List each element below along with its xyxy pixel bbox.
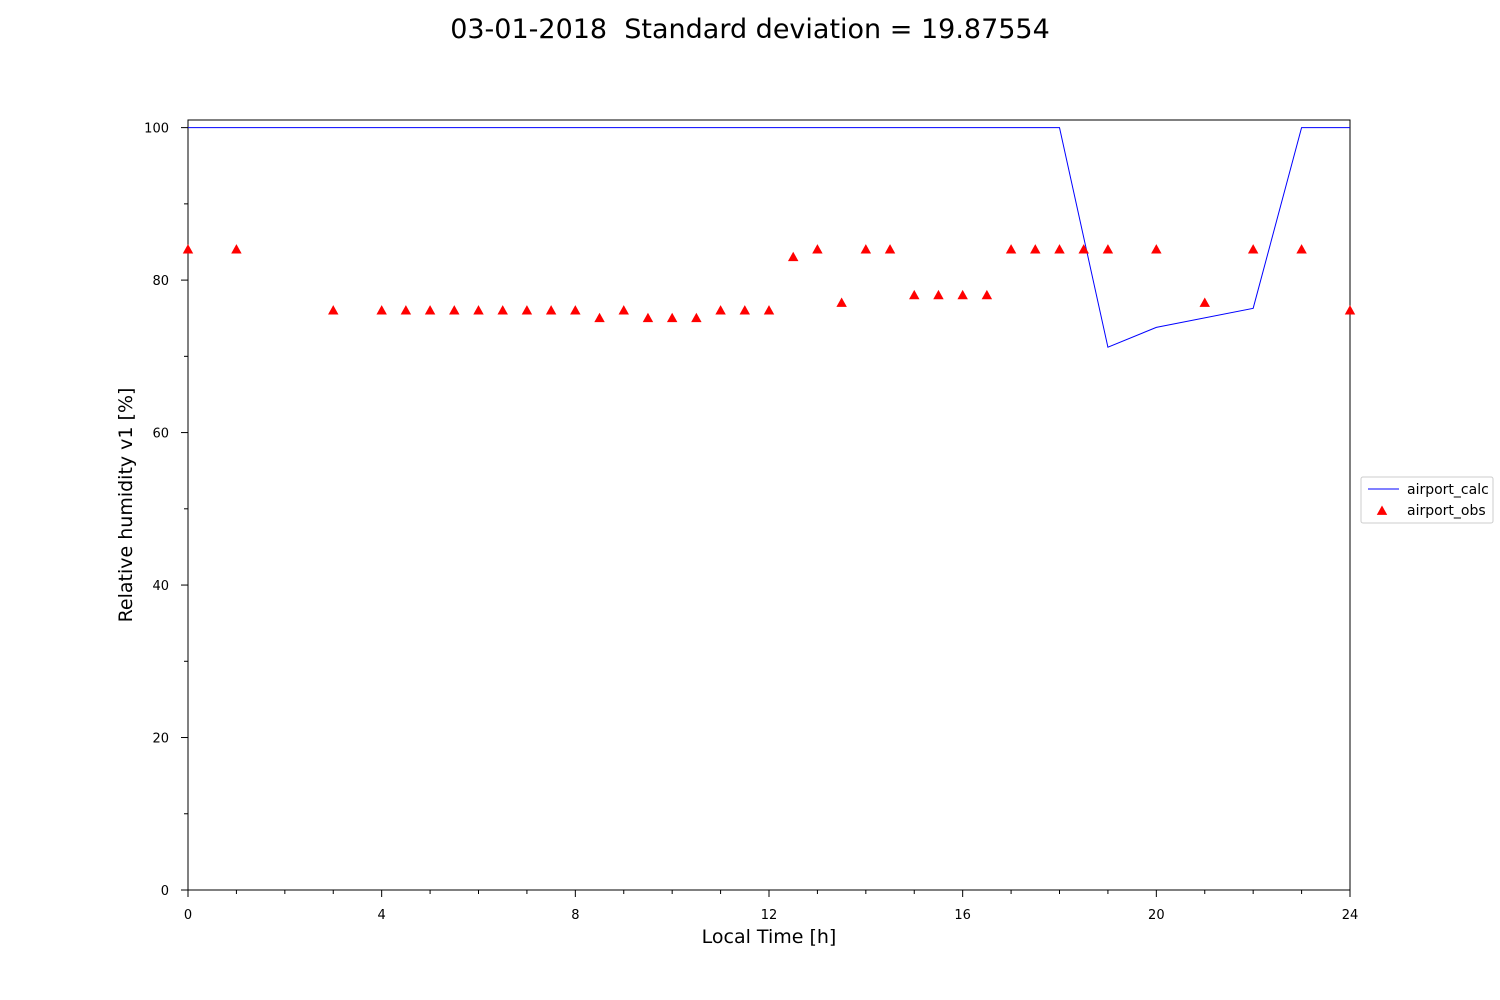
- y-tick-label: 40: [152, 579, 169, 594]
- y-tick-label: 100: [144, 122, 169, 137]
- data-point-airport_obs: [1054, 244, 1065, 254]
- legend-label-airport-obs: airport_obs: [1407, 503, 1486, 519]
- data-point-airport_obs: [1296, 244, 1307, 254]
- data-point-airport_obs: [618, 305, 629, 315]
- data-point-airport_obs: [763, 305, 775, 315]
- data-point-airport_obs: [1030, 244, 1041, 254]
- data-point-airport_obs: [424, 305, 436, 315]
- data-point-airport_obs: [497, 305, 508, 315]
- data-point-airport_obs: [545, 305, 557, 315]
- data-point-airport_obs: [1005, 244, 1017, 254]
- series-layer: [182, 127, 1356, 348]
- data-point-airport_obs: [521, 305, 533, 315]
- x-axis: 0 4 8 12 16 20 24: [184, 890, 1358, 923]
- y-tick-label: 60: [152, 427, 169, 442]
- data-point-airport_obs: [473, 305, 484, 315]
- data-point-airport_obs: [666, 312, 678, 323]
- data-point-airport_obs: [1151, 244, 1162, 254]
- data-point-airport_obs: [1102, 244, 1114, 254]
- x-tick-label: 12: [761, 908, 778, 923]
- data-point-airport_obs: [328, 305, 339, 315]
- data-point-airport_obs: [376, 305, 387, 315]
- data-point-airport_obs: [1078, 244, 1089, 254]
- data-point-airport_obs: [933, 289, 944, 300]
- data-point-airport_obs: [182, 244, 194, 254]
- legend: airport_calc airport_obs: [1360, 476, 1494, 524]
- data-point-airport_obs: [909, 289, 920, 300]
- data-point-airport_obs: [787, 251, 799, 262]
- data-point-airport_obs: [231, 244, 242, 254]
- data-point-airport_obs: [957, 289, 968, 300]
- x-axis-label: Local Time [h]: [702, 926, 837, 948]
- data-point-airport_obs: [594, 312, 605, 323]
- data-point-airport_obs: [570, 305, 581, 315]
- data-point-airport_obs: [691, 312, 702, 323]
- y-tick-label: 20: [152, 732, 169, 747]
- data-point-airport_obs: [739, 305, 751, 315]
- x-tick-label: 16: [954, 908, 971, 923]
- y-tick-label: 80: [152, 274, 169, 289]
- x-tick-label: 4: [378, 908, 386, 923]
- data-point-airport_obs: [860, 244, 872, 254]
- data-point-airport_obs: [715, 305, 726, 315]
- y-axis-label: Relative humidity v1 [%]: [115, 388, 137, 623]
- y-axis: 0 20 40 60 80 100: [144, 122, 188, 899]
- series-line-airport_calc: [188, 127, 1350, 348]
- data-point-airport_obs: [836, 297, 847, 307]
- data-point-airport_obs: [449, 305, 460, 315]
- x-tick-label: 8: [571, 908, 579, 923]
- legend-label-airport-calc: airport_calc: [1407, 482, 1489, 498]
- data-point-airport_obs: [400, 305, 412, 315]
- x-tick-label: 20: [1148, 908, 1165, 923]
- data-point-airport_obs: [812, 244, 823, 254]
- data-point-airport_obs: [981, 289, 993, 300]
- data-point-airport_obs: [1344, 305, 1356, 315]
- plot-frame: [187, 119, 1351, 891]
- y-tick-label: 0: [161, 884, 169, 899]
- legend-marker-airport-obs: [1376, 505, 1388, 515]
- chart-title: 03-01-2018 Standard deviation = 19.87554: [450, 14, 1050, 45]
- x-tick-label: 0: [184, 908, 192, 923]
- x-tick-label: 24: [1342, 908, 1359, 923]
- data-point-airport_obs: [642, 312, 654, 323]
- data-point-airport_obs: [884, 244, 896, 254]
- data-point-airport_obs: [1247, 244, 1259, 254]
- data-point-airport_obs: [1199, 297, 1210, 307]
